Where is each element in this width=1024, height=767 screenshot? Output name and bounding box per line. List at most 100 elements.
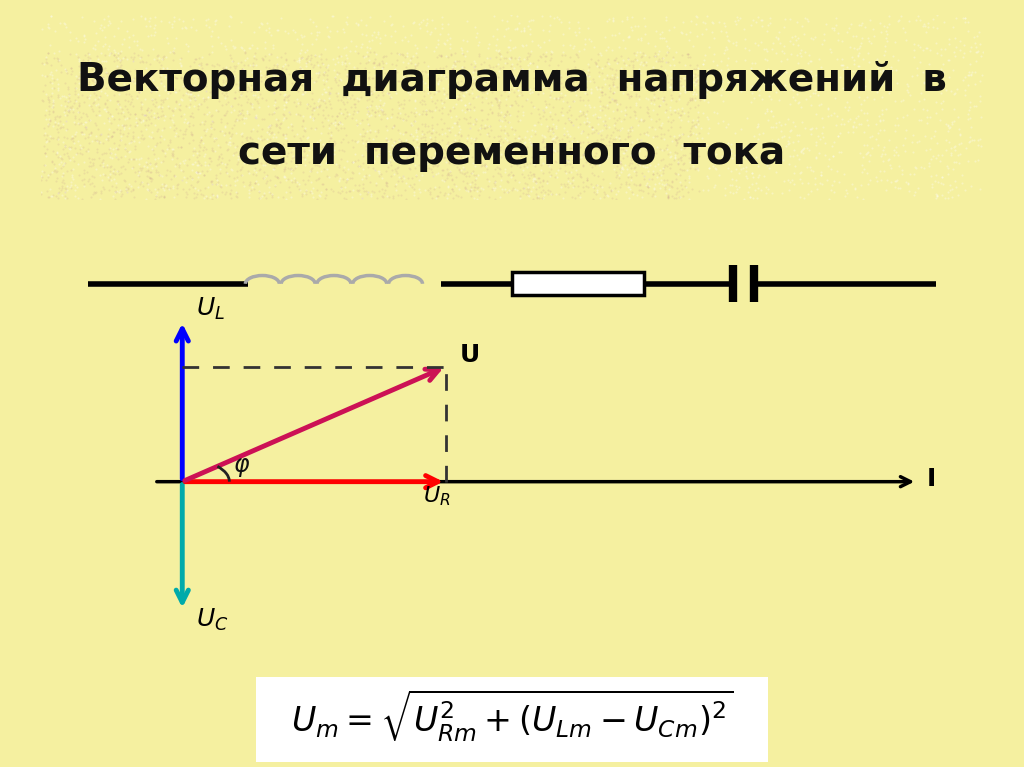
Point — [278, 132, 294, 144]
Point — [750, 120, 766, 132]
Point — [262, 82, 279, 94]
Point — [416, 128, 432, 140]
Point — [178, 186, 195, 198]
Point — [771, 25, 787, 38]
Point — [690, 117, 707, 130]
Point — [889, 174, 905, 186]
Point — [516, 25, 532, 38]
Point — [545, 101, 561, 114]
Point — [785, 150, 802, 162]
Point — [546, 12, 562, 24]
Point — [162, 71, 178, 84]
Point — [201, 48, 217, 60]
Point — [279, 53, 295, 65]
Point — [443, 49, 460, 61]
Point — [911, 14, 928, 26]
Point — [231, 82, 248, 94]
Point — [271, 156, 288, 168]
Point — [580, 128, 596, 140]
Point — [105, 49, 122, 61]
Point — [115, 128, 131, 140]
Point — [183, 21, 200, 33]
Point — [946, 144, 963, 156]
Point — [946, 115, 963, 127]
Point — [338, 176, 354, 188]
Point — [242, 58, 258, 71]
Point — [446, 128, 463, 140]
Point — [103, 74, 120, 86]
Point — [615, 63, 632, 75]
Point — [182, 87, 199, 100]
Point — [213, 156, 229, 169]
Point — [514, 168, 530, 180]
Point — [299, 132, 315, 144]
Point — [504, 77, 520, 89]
Point — [493, 114, 509, 127]
Point — [132, 114, 148, 127]
Point — [794, 143, 810, 156]
Point — [610, 170, 627, 182]
Point — [95, 13, 112, 25]
Point — [247, 89, 263, 101]
Point — [922, 143, 938, 156]
Point — [263, 137, 280, 150]
Point — [623, 151, 639, 163]
Point — [116, 119, 132, 131]
Point — [281, 106, 297, 118]
Point — [659, 68, 676, 81]
Point — [214, 186, 230, 199]
Point — [757, 150, 773, 163]
Point — [847, 183, 863, 195]
Point — [429, 159, 445, 171]
Point — [170, 130, 186, 142]
Point — [225, 70, 242, 82]
Point — [236, 44, 252, 56]
Point — [128, 90, 144, 102]
Point — [313, 88, 330, 100]
Point — [660, 183, 677, 195]
Point — [294, 63, 310, 75]
Point — [59, 96, 76, 108]
Point — [387, 180, 403, 193]
Point — [294, 52, 310, 64]
Point — [944, 191, 961, 203]
Point — [852, 118, 868, 130]
Point — [287, 162, 303, 174]
Point — [264, 62, 281, 74]
Point — [303, 187, 319, 199]
Point — [438, 92, 455, 104]
Point — [303, 176, 319, 188]
Point — [197, 150, 213, 162]
Point — [803, 123, 819, 135]
Point — [481, 59, 498, 71]
Point — [205, 189, 221, 202]
Point — [332, 117, 348, 129]
Point — [577, 38, 593, 50]
Point — [898, 123, 914, 136]
Point — [250, 179, 266, 191]
Point — [261, 181, 278, 193]
Point — [621, 168, 637, 180]
Point — [371, 57, 387, 69]
Point — [241, 83, 257, 95]
Point — [240, 93, 256, 105]
Point — [36, 129, 52, 141]
Point — [853, 18, 869, 31]
Point — [504, 99, 520, 111]
Point — [80, 73, 96, 85]
Point — [808, 151, 824, 163]
Point — [737, 54, 754, 66]
Point — [57, 64, 74, 77]
Point — [222, 132, 239, 144]
Point — [465, 165, 481, 177]
Point — [443, 138, 460, 150]
Point — [490, 58, 507, 70]
Point — [282, 163, 298, 175]
Point — [159, 61, 175, 74]
Point — [207, 88, 223, 100]
Point — [96, 54, 113, 67]
Point — [479, 121, 496, 133]
Point — [638, 179, 654, 192]
Point — [623, 163, 639, 175]
Point — [517, 75, 534, 87]
